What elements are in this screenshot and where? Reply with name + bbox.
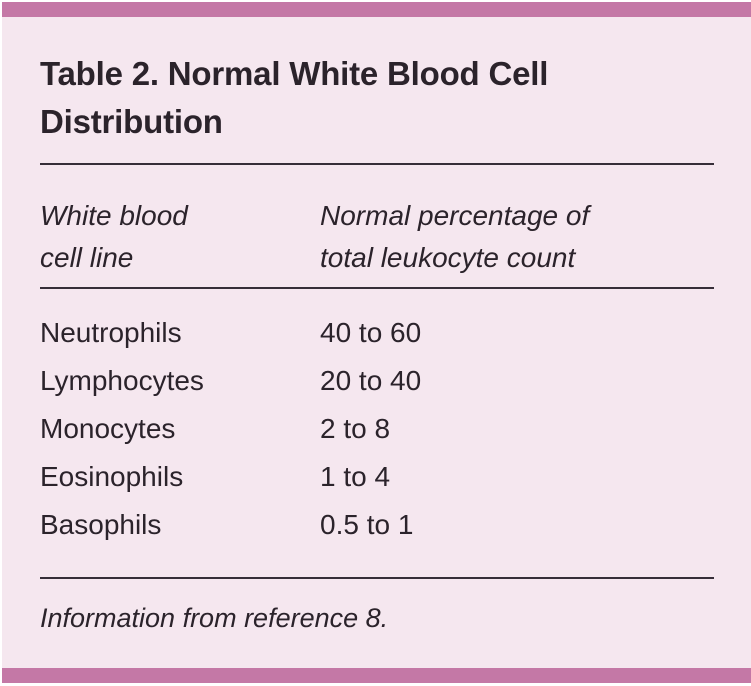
table-title: Table 2. Normal White Blood Cell Distrib… — [40, 55, 549, 140]
table-row: Basophils 0.5 to 1 — [40, 501, 716, 549]
table-footnote: Information from reference 8. — [40, 603, 389, 633]
cell-line-value: Basophils — [40, 509, 162, 540]
column-header-percentage: Normal percentage of total leukocyte cou… — [320, 200, 590, 273]
bottom-accent-bar — [2, 668, 751, 683]
percentage-value: 0.5 to 1 — [320, 509, 414, 540]
table-row: Neutrophils 40 to 60 — [40, 309, 716, 357]
cell-line-value: Lymphocytes — [40, 365, 204, 396]
percentage-value: 2 to 8 — [320, 413, 391, 444]
column-header-cell-line: White blood cell line — [40, 200, 188, 273]
cell-line-value: Eosinophils — [40, 461, 184, 492]
table-row: Monocytes 2 to 8 — [40, 405, 716, 453]
percentage-value: 1 to 4 — [320, 461, 391, 492]
cell-line-value: Neutrophils — [40, 317, 182, 348]
header-divider — [40, 287, 714, 289]
top-accent-bar — [2, 2, 751, 17]
table-row: Eosinophils 1 to 4 — [40, 453, 716, 501]
table-body: Neutrophils 40 to 60 Lymphocytes 20 to 4… — [40, 309, 716, 549]
column-headers: White blood cell line Normal percentage … — [40, 195, 716, 279]
title-divider — [40, 163, 714, 165]
table-content: Table 2. Normal White Blood Cell Distrib… — [40, 17, 716, 635]
footer-divider — [40, 577, 714, 579]
percentage-value: 20 to 40 — [320, 365, 422, 396]
cell-line-value: Monocytes — [40, 413, 176, 444]
percentage-value: 40 to 60 — [320, 317, 422, 348]
table-row: Lymphocytes 20 to 40 — [40, 357, 716, 405]
